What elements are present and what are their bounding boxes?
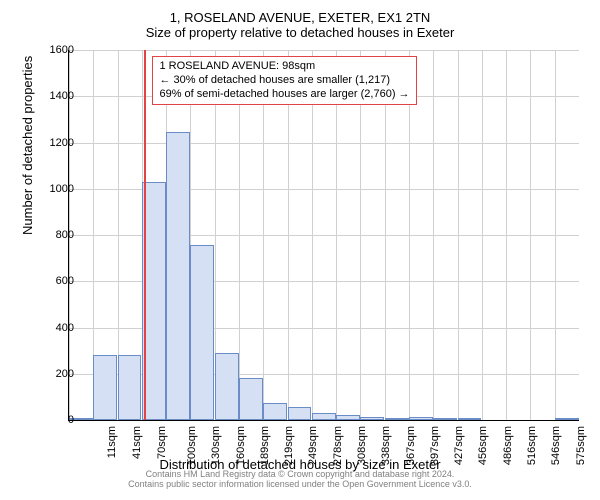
- callout-line: 1 ROSELAND AVENUE: 98sqm: [159, 60, 409, 74]
- histogram-bar: [239, 378, 263, 420]
- grid-line-v: [239, 50, 240, 420]
- histogram-bar: [118, 355, 142, 420]
- x-tick-label: 575sqm: [575, 426, 587, 465]
- grid-line-v: [530, 50, 531, 420]
- y-tick-label: 200: [56, 368, 74, 380]
- grid-line-v: [312, 50, 313, 420]
- y-tick-label: 1000: [50, 183, 74, 195]
- grid-line-v: [506, 50, 507, 420]
- histogram-bar: [190, 245, 214, 420]
- x-tick-label: 427sqm: [453, 426, 465, 465]
- grid-line-v: [336, 50, 337, 420]
- y-tick-label: 0: [68, 414, 74, 426]
- x-tick-label: 70sqm: [156, 426, 168, 459]
- grid-line-v: [409, 50, 410, 420]
- histogram-bar: [458, 418, 482, 420]
- callout-line: ← 30% of detached houses are smaller (1,…: [159, 74, 409, 88]
- grid-line-v: [458, 50, 459, 420]
- histogram-bar: [166, 132, 190, 420]
- x-tick-label: 189sqm: [259, 426, 271, 465]
- x-tick-label: 456sqm: [478, 426, 490, 465]
- grid-line-v: [385, 50, 386, 420]
- x-tick-label: 130sqm: [210, 426, 222, 465]
- grid-line-v: [482, 50, 483, 420]
- x-tick-label: 100sqm: [186, 426, 198, 465]
- grid-line-v: [555, 50, 556, 420]
- histogram-bar: [433, 418, 457, 420]
- histogram-bar: [215, 353, 239, 420]
- y-tick-label: 800: [56, 229, 74, 241]
- y-tick-label: 1200: [50, 137, 74, 149]
- histogram-bar: [360, 417, 384, 420]
- y-tick-label: 1400: [50, 90, 74, 102]
- x-tick-label: 367sqm: [405, 426, 417, 465]
- x-tick-label: 219sqm: [283, 426, 295, 465]
- subject-marker-line: [144, 50, 146, 420]
- chart-title-address: 1, ROSELAND AVENUE, EXETER, EX1 2TN: [10, 10, 590, 25]
- histogram-bar: [93, 355, 117, 420]
- histogram-bar: [409, 417, 433, 420]
- x-tick-label: 278sqm: [332, 426, 344, 465]
- callout-line: 69% of semi-detached houses are larger (…: [159, 88, 409, 102]
- x-tick-label: 11sqm: [106, 426, 118, 458]
- y-tick-label: 600: [56, 275, 74, 287]
- y-tick-label: 1600: [50, 44, 74, 56]
- property-size-chart: 1, ROSELAND AVENUE, EXETER, EX1 2TN Size…: [10, 10, 590, 490]
- histogram-bar: [312, 413, 336, 420]
- y-tick-label: 400: [56, 322, 74, 334]
- histogram-bar: [263, 403, 287, 420]
- x-tick-label: 338sqm: [380, 426, 392, 465]
- attribution-text: Contains HM Land Registry data © Crown c…: [10, 470, 590, 490]
- x-tick-label: 397sqm: [429, 426, 441, 465]
- grid-line-v: [263, 50, 264, 420]
- histogram-bar: [288, 407, 312, 420]
- x-tick-label: 308sqm: [356, 426, 368, 465]
- attribution-line1: Contains HM Land Registry data © Crown c…: [146, 469, 455, 479]
- x-tick-label: 41sqm: [131, 426, 143, 459]
- grid-line-v: [288, 50, 289, 420]
- x-tick-label: 516sqm: [526, 426, 538, 465]
- y-axis-label: Number of detached properties: [20, 56, 35, 235]
- grid-line-v: [360, 50, 361, 420]
- grid-line-v: [433, 50, 434, 420]
- attribution-line2: Contains public sector information licen…: [128, 479, 472, 489]
- x-tick-label: 249sqm: [308, 426, 320, 465]
- x-tick-label: 546sqm: [550, 426, 562, 465]
- plot-area: 1 ROSELAND AVENUE: 98sqm← 30% of detache…: [68, 50, 579, 421]
- histogram-bar: [336, 415, 360, 420]
- histogram-bar: [385, 418, 409, 420]
- subject-callout: 1 ROSELAND AVENUE: 98sqm← 30% of detache…: [152, 56, 416, 105]
- x-tick-label: 486sqm: [502, 426, 514, 465]
- x-tick-label: 160sqm: [235, 426, 247, 465]
- histogram-bar: [555, 418, 579, 420]
- chart-title-subtitle: Size of property relative to detached ho…: [10, 25, 590, 40]
